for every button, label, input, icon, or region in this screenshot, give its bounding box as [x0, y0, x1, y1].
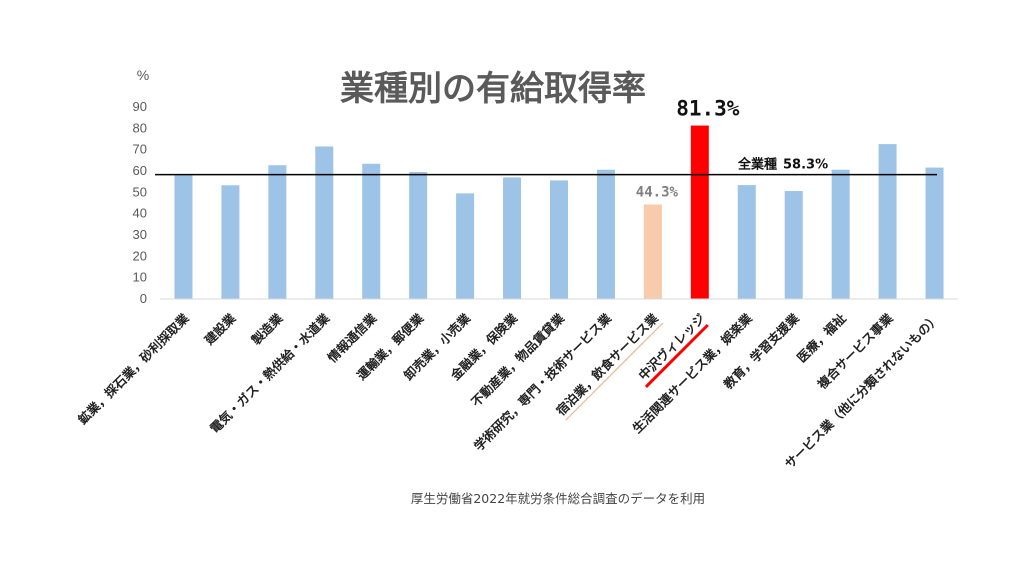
bar [268, 165, 287, 299]
x-category-label: 鉱業，採石業，砂利採取業 [75, 310, 192, 427]
bar [456, 193, 475, 299]
all-industry-average-label: 全業種 58.3% [737, 157, 828, 173]
bar [550, 180, 568, 299]
y-tick-label: 20 [133, 248, 147, 263]
data-annotations: 44.3% 81.3% [636, 97, 740, 201]
y-axis-unit: % [137, 67, 149, 83]
bar [221, 185, 240, 299]
label-underlines [565, 322, 709, 421]
chart-title: 業種別の有給取得率 [340, 69, 646, 109]
bar [690, 125, 709, 299]
x-category-label: 不動産業，物品賃貸業 [468, 310, 567, 409]
bar [737, 185, 756, 299]
y-tick-label: 80 [133, 120, 147, 135]
bars [174, 125, 944, 299]
highlight-value-label: 81.3% [676, 97, 740, 121]
y-axis-ticks: 0 10 20 30 40 50 60 70 80 90 [133, 99, 147, 306]
all-industry-label: 全業種 [737, 157, 777, 173]
x-category-label: 建設業 [201, 310, 238, 347]
bar [409, 172, 428, 299]
bar [503, 177, 522, 299]
y-tick-label: 10 [133, 270, 147, 285]
lodging-underline [565, 322, 664, 421]
category-labels: 鉱業，採石業，砂利採取業 建設業 製造業電気・ガス・熱供給・水道業情報通信業運輸業，… [75, 310, 943, 471]
bar [831, 169, 850, 299]
bar [174, 175, 193, 299]
y-tick-label: 30 [133, 227, 147, 242]
bar [878, 144, 897, 299]
source-note: 厚生労働省2022年就労条件総合調査のデータを利用 [411, 491, 705, 506]
bar [925, 167, 944, 299]
bar [596, 169, 615, 299]
bar [784, 191, 803, 299]
y-tick-label: 40 [133, 206, 147, 221]
bar [643, 204, 662, 299]
y-tick-label: 70 [133, 142, 147, 157]
highlight-underline [644, 323, 709, 388]
y-tick-label: 90 [133, 99, 147, 114]
bar [362, 163, 381, 299]
y-tick-label: 0 [140, 291, 147, 306]
lodging-value-label: 44.3% [636, 184, 679, 200]
x-category-label: 製造業 [248, 310, 286, 348]
bar [315, 146, 334, 299]
y-tick-label: 50 [133, 184, 147, 199]
all-industry-value: 58.3% [783, 158, 828, 173]
y-tick-label: 60 [133, 163, 147, 178]
